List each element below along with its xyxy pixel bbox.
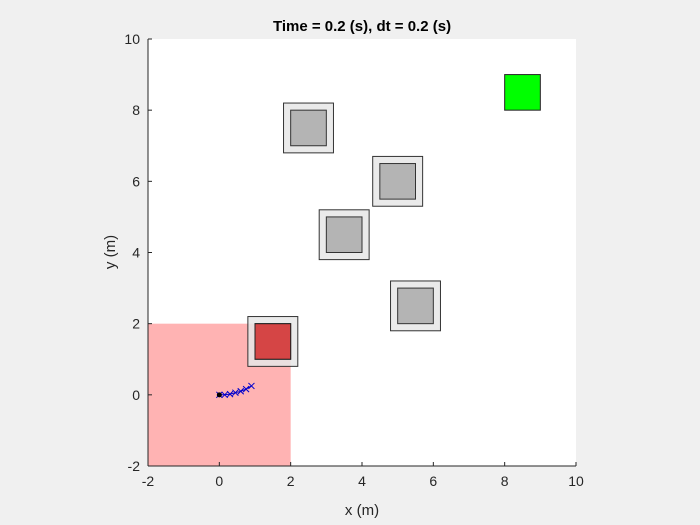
trajectory-point: [242, 385, 250, 393]
x-tick-label: 4: [358, 473, 366, 489]
y-tick-label: 2: [132, 316, 140, 332]
obstacle-core: [325, 216, 363, 254]
obstacle-1: [283, 102, 334, 154]
x-tick-label: 0: [215, 473, 223, 489]
y-ticks: -2 0 2 4 6 8 10: [124, 31, 152, 474]
start-point: [216, 392, 222, 398]
trajectory-point: [221, 391, 229, 399]
trajectory-marker-stroke: [221, 391, 229, 399]
x-tick-label: -2: [142, 473, 155, 489]
trajectory-layer: [215, 382, 255, 399]
x-tick-label: 6: [429, 473, 437, 489]
trajectory-marker-stroke: [232, 389, 239, 397]
agent-square: [254, 323, 292, 360]
y-axis-label: y (m): [102, 235, 119, 269]
agent-layer: [254, 323, 292, 360]
trajectory-marker-stroke: [226, 390, 234, 398]
x-tick-label: 2: [287, 473, 295, 489]
obstacle-core: [290, 109, 327, 147]
y-tick-label: -2: [128, 458, 141, 474]
trajectory-point: [248, 382, 255, 390]
x-tick-label: 8: [501, 473, 509, 489]
trajectory-marker-stroke: [248, 382, 255, 390]
y-tick-label: 4: [132, 245, 140, 261]
trajectory-point: [226, 390, 234, 398]
x-axis-label: x (m): [345, 502, 379, 519]
obstacle-core: [379, 163, 417, 200]
y-tick-label: 6: [132, 173, 140, 189]
obstacle-2: [372, 155, 424, 207]
y-tick-label: 8: [132, 102, 140, 118]
x-tick-label: 10: [568, 473, 584, 489]
obstacle-3: [318, 209, 370, 261]
trajectory-point: [237, 387, 245, 395]
goal-layer: [504, 74, 541, 111]
y-tick-label: 0: [132, 387, 140, 403]
x-ticks: -2 0 2 4 6 8 10: [142, 462, 584, 489]
obstacle-core: [397, 287, 434, 325]
trajectory-marker-stroke: [242, 385, 250, 393]
y-tick-label: 10: [124, 31, 140, 47]
trajectory-marker-stroke: [237, 387, 245, 395]
obstacle-4: [390, 280, 441, 332]
trajectory-point: [232, 389, 239, 397]
chart-title: Time = 0.2 (s), dt = 0.2 (s): [273, 18, 451, 35]
goal-square: [504, 74, 541, 111]
